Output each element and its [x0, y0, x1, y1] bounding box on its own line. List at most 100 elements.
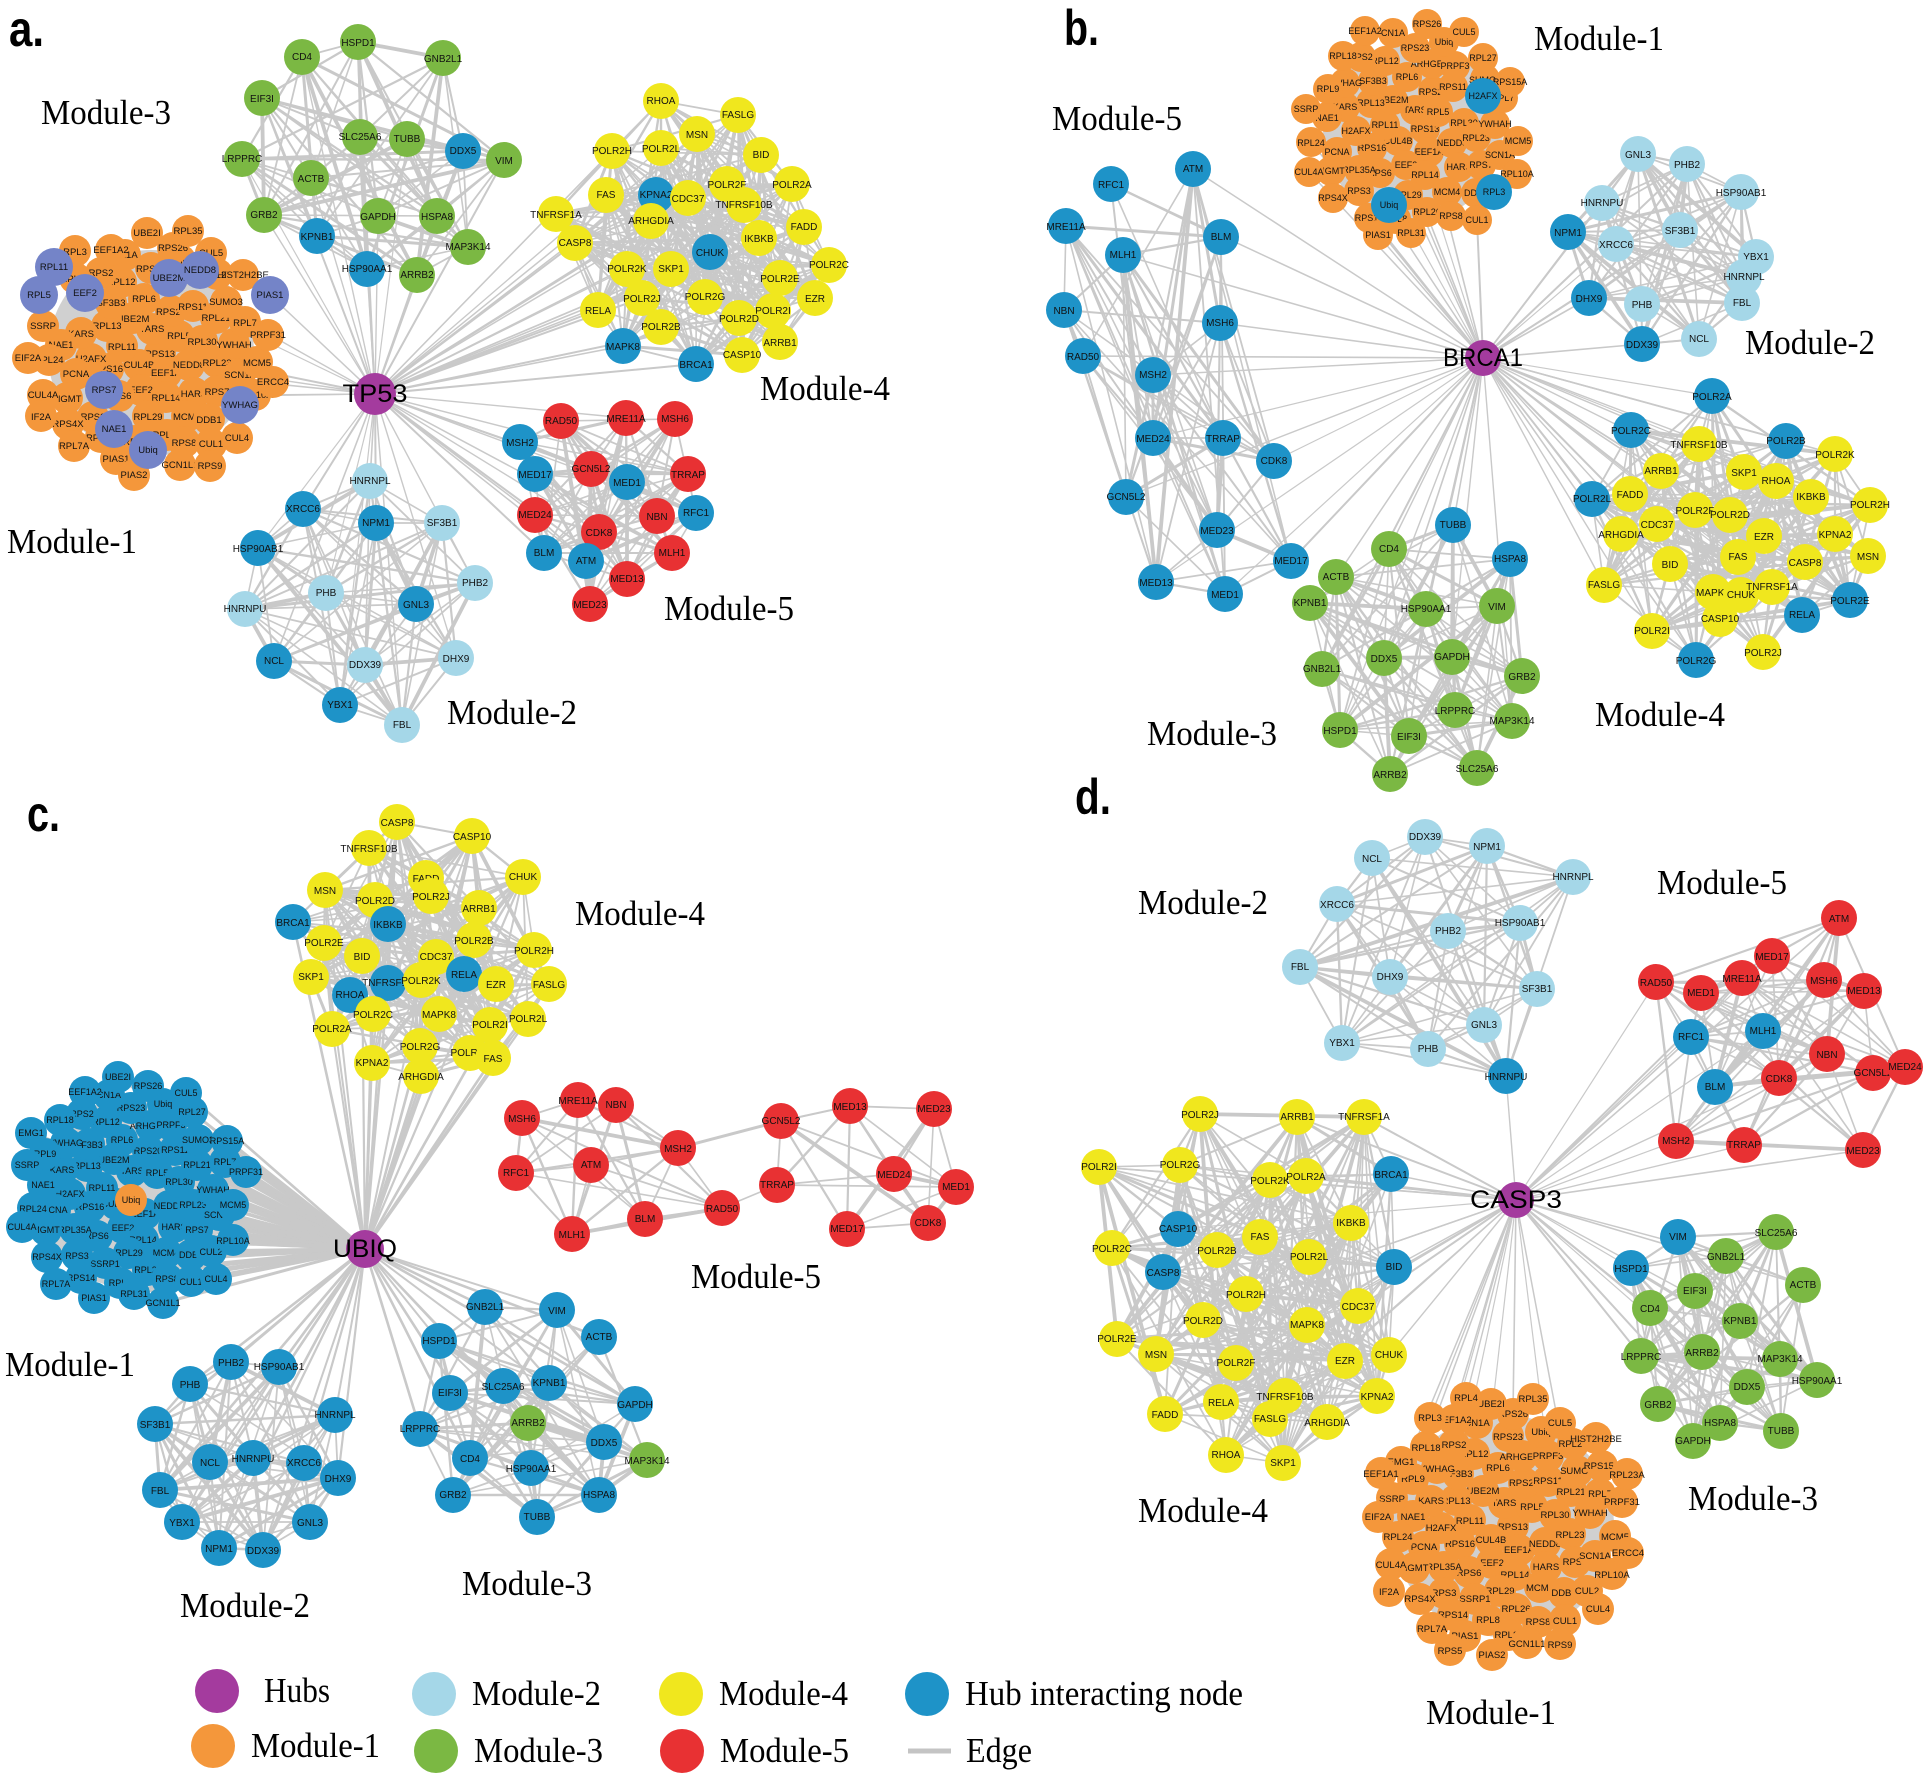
svg-text:BRCA1: BRCA1	[679, 360, 713, 371]
svg-text:SF3B1: SF3B1	[427, 518, 458, 529]
svg-text:YWHAG: YWHAG	[222, 400, 258, 411]
svg-text:RPS14: RPS14	[1438, 1610, 1468, 1621]
svg-text:IKBKB: IKBKB	[1796, 492, 1826, 503]
svg-text:Module-4: Module-4	[575, 894, 705, 933]
svg-text:PIAS1: PIAS1	[1452, 1631, 1479, 1642]
svg-text:CDK8: CDK8	[586, 528, 613, 539]
svg-text:ACTB: ACTB	[1323, 572, 1350, 583]
svg-text:GCN1L1: GCN1L1	[162, 460, 199, 471]
svg-text:PIAS1: PIAS1	[1365, 230, 1391, 240]
svg-text:MSH2: MSH2	[1139, 370, 1167, 381]
svg-text:RPL12: RPL12	[106, 277, 135, 288]
svg-text:BID: BID	[1386, 1262, 1403, 1273]
svg-text:NCL: NCL	[200, 1458, 220, 1469]
svg-text:NEDD8: NEDD8	[173, 360, 205, 371]
svg-text:CASP8: CASP8	[559, 238, 592, 249]
svg-text:EEF1A2: EEF1A2	[93, 245, 128, 256]
svg-text:SF3B3: SF3B3	[1359, 76, 1387, 86]
svg-text:DHX9: DHX9	[325, 1474, 352, 1485]
svg-text:MAPK8: MAPK8	[606, 342, 640, 353]
svg-text:KPNA2: KPNA2	[1361, 1392, 1394, 1403]
svg-text:SCN1A: SCN1A	[1579, 1551, 1611, 1562]
svg-text:POLR2F: POLR2F	[1676, 506, 1715, 517]
svg-text:NCL: NCL	[1689, 334, 1709, 345]
svg-text:RPS20: RPS20	[156, 307, 186, 318]
svg-text:MCM4: MCM4	[1526, 1583, 1554, 1594]
svg-text:Ubiq: Ubiq	[1435, 37, 1454, 47]
svg-text:HIST2H2BE: HIST2H2BE	[217, 270, 269, 281]
svg-text:SF3B1: SF3B1	[140, 1420, 171, 1431]
svg-text:MCM4: MCM4	[173, 412, 201, 423]
svg-text:RPL7: RPL7	[233, 318, 257, 329]
svg-text:MSN: MSN	[1857, 552, 1879, 563]
svg-text:TNFRSF10B: TNFRSF10B	[1256, 1392, 1314, 1403]
svg-text:CDK8: CDK8	[1766, 1074, 1793, 1085]
svg-text:UBE2I: UBE2I	[105, 1072, 131, 1082]
svg-text:RPL6: RPL6	[1486, 1463, 1510, 1474]
svg-text:DDX39: DDX39	[1626, 340, 1659, 351]
svg-text:IKBKB: IKBKB	[373, 920, 403, 931]
svg-text:RPS8: RPS8	[1439, 211, 1463, 221]
svg-text:EEF2: EEF2	[112, 1223, 135, 1233]
svg-text:RPL35A: RPL35A	[1426, 1562, 1462, 1573]
svg-text:POLR2D: POLR2D	[355, 896, 395, 907]
svg-text:SUMO3: SUMO3	[209, 297, 243, 308]
svg-text:KARS: KARS	[50, 1165, 75, 1175]
svg-text:EIF3I: EIF3I	[438, 1388, 462, 1399]
svg-text:HSP90AB1: HSP90AB1	[1495, 918, 1546, 929]
svg-text:RPS20: RPS20	[1509, 1478, 1539, 1489]
svg-text:KARS: KARS	[1418, 1496, 1444, 1507]
svg-text:RPL7A: RPL7A	[1417, 1624, 1448, 1635]
svg-text:RAD50: RAD50	[1640, 978, 1673, 989]
svg-text:EEF1A1: EEF1A1	[1363, 1469, 1398, 1480]
svg-text:ACTB: ACTB	[1790, 1280, 1817, 1291]
svg-text:PRPF31: PRPF31	[1604, 1497, 1640, 1508]
svg-text:EIF3I: EIF3I	[1397, 732, 1421, 743]
svg-text:CUL4: CUL4	[204, 1274, 227, 1284]
svg-text:VIM: VIM	[1669, 1232, 1687, 1243]
svg-text:MRE11A: MRE11A	[606, 414, 646, 425]
svg-text:MSH6: MSH6	[661, 414, 689, 425]
svg-text:SF3B3: SF3B3	[96, 298, 125, 309]
svg-text:MED24: MED24	[518, 510, 552, 521]
svg-text:TNFRSF1A: TNFRSF1A	[362, 978, 414, 989]
svg-text:Ubiq: Ubiq	[154, 1099, 173, 1109]
svg-text:XRCC6: XRCC6	[286, 504, 320, 515]
svg-text:MCM5: MCM5	[1505, 136, 1532, 146]
svg-text:TNFRSF10B: TNFRSF10B	[715, 200, 773, 211]
svg-text:RPL9: RPL9	[1317, 84, 1340, 94]
svg-text:Module-3: Module-3	[41, 93, 171, 132]
svg-text:EEF1A2: EEF1A2	[1436, 1415, 1471, 1426]
svg-text:RPS3: RPS3	[1347, 186, 1371, 196]
svg-text:UBE2M: UBE2M	[117, 314, 150, 325]
svg-text:RPL8: RPL8	[1476, 1615, 1500, 1626]
svg-text:TRRAP: TRRAP	[760, 1180, 794, 1191]
svg-text:Module-1: Module-1	[1426, 1693, 1556, 1732]
svg-text:RPL11: RPL11	[1372, 120, 1399, 130]
svg-text:CDC37: CDC37	[672, 194, 705, 205]
svg-text:GAPDH: GAPDH	[1675, 1436, 1711, 1447]
svg-text:ARRB1: ARRB1	[763, 338, 797, 349]
svg-text:Module-3: Module-3	[1147, 714, 1277, 753]
svg-text:MED1: MED1	[1687, 988, 1715, 999]
svg-text:RPS11: RPS11	[1533, 1476, 1562, 1487]
svg-text:CN1A: CN1A	[97, 1090, 121, 1100]
svg-text:RPL5: RPL5	[1520, 1502, 1544, 1513]
svg-text:PIAS2: PIAS2	[1479, 1650, 1506, 1661]
svg-text:HSP90AB1: HSP90AB1	[254, 1362, 305, 1373]
svg-text:TUBB: TUBB	[1440, 520, 1467, 531]
svg-text:HSPD1: HSPD1	[341, 38, 375, 49]
svg-text:RPS8: RPS8	[172, 438, 197, 449]
svg-text:VIM: VIM	[1488, 602, 1506, 613]
svg-text:RPL12: RPL12	[92, 1117, 120, 1127]
svg-text:CN1A: CN1A	[1464, 1418, 1490, 1429]
svg-text:GRB2: GRB2	[1508, 672, 1536, 683]
svg-text:ATM: ATM	[581, 1160, 601, 1171]
svg-text:Module-3: Module-3	[1688, 1479, 1818, 1518]
svg-text:NEDD8: NEDD8	[184, 265, 216, 276]
svg-text:POLR2L: POLR2L	[1573, 494, 1612, 505]
svg-text:MED23: MED23	[1200, 526, 1234, 537]
svg-text:YWHAH: YWHAH	[1478, 119, 1512, 129]
svg-text:RPL6: RPL6	[1396, 72, 1419, 82]
svg-text:RPS23: RPS23	[117, 1103, 146, 1113]
